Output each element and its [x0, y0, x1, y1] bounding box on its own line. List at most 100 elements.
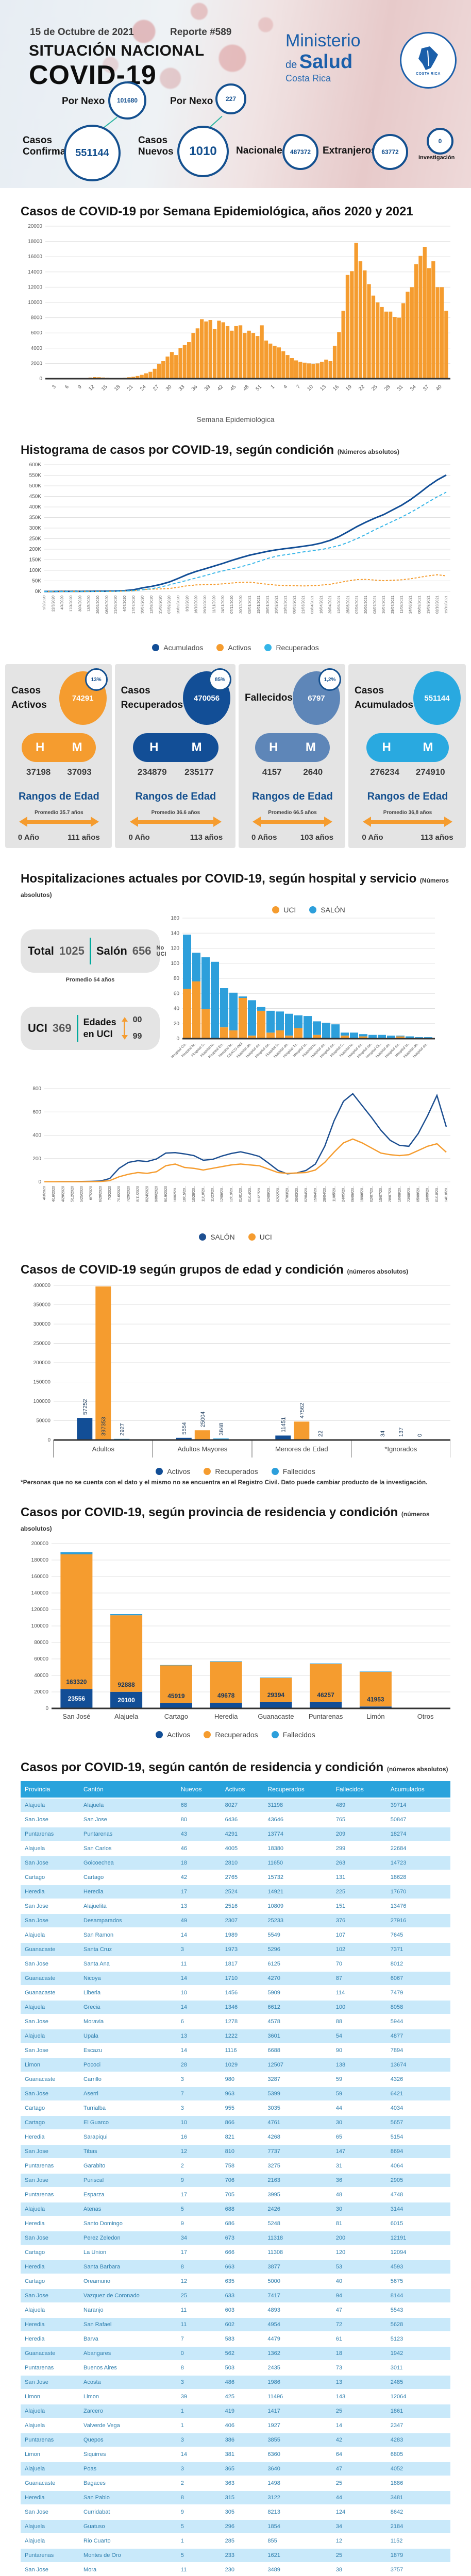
svg-text:51: 51 [255, 384, 263, 392]
svg-text:34: 34 [380, 1431, 386, 1437]
table-row: Puntarenas Montes de Oro 5 233 1621 25 1879 [21, 2549, 450, 2562]
svg-text:15/01/2021: 15/01/2021 [257, 596, 261, 614]
report-header: 15 de Octubre de 2021 Reporte #589 SITUA… [0, 0, 471, 188]
svg-text:400: 400 [32, 1133, 41, 1139]
table-row: San Jose Vazquez de Coronado 25 633 7417 94 81… [21, 2289, 450, 2302]
svg-text:10/02/2021: 10/02/2021 [275, 596, 279, 614]
table-row: Limon Siquirres 14 381 6360 64 6805 [21, 2448, 450, 2461]
report-number: Reporte #589 [170, 27, 232, 38]
provinces-section: Casos por COVID-19, según provincia de r… [0, 1489, 471, 1744]
svg-text:6: 6 [64, 384, 70, 390]
province-legend: Activos Recuperados Fallecidos [21, 1731, 450, 1739]
svg-text:28: 28 [383, 384, 392, 392]
report-date: 15 de Octubre de 2021 [30, 27, 134, 38]
svg-text:02/09/20..: 02/09/20.. [267, 1186, 271, 1202]
column-header: Provincia [21, 1781, 80, 1798]
svg-text:Guanacaste: Guanacaste [258, 1713, 294, 1720]
svg-text:400K: 400K [29, 504, 42, 510]
svg-text:137: 137 [398, 1428, 405, 1437]
svg-text:16: 16 [332, 384, 340, 392]
svg-text:1: 1 [270, 384, 276, 390]
table-row: Alajuela Naranjo 11 603 4893 47 5543 [21, 2303, 450, 2317]
table-row: Alajuela Guatuso 5 296 1854 34 2184 [21, 2520, 450, 2533]
svg-text:03/04/2021: 03/04/2021 [311, 596, 314, 614]
svg-text:0: 0 [176, 1036, 179, 1042]
svg-text:15/04/20..: 15/04/20.. [314, 1186, 317, 1202]
svg-text:4/4/2020: 4/4/2020 [61, 596, 64, 609]
legend-dot-icon [156, 1468, 163, 1475]
svg-text:15/07/20..: 15/07/20.. [379, 1186, 383, 1202]
svg-text:40: 40 [174, 1006, 180, 1012]
age-grouped-bar-chart: 0 50000 100000 150000 200000 250000 300000 3500… [21, 1282, 451, 1462]
svg-text:01/10/20..: 01/10/20.. [435, 1186, 439, 1202]
svg-text:10/28/20..: 10/28/20.. [192, 1186, 196, 1202]
svg-text:11/11/2020: 11/11/2020 [212, 596, 216, 613]
table-row: San Jose Moravia 6 1278 4578 88 5944 [21, 2015, 450, 2028]
cumulative-line-chart: 0K 50K 100K 150K 200K 250K 300K 350K 400K 450K 500… [21, 462, 450, 638]
table-row: Guanacaste Bagaces 2 363 1498 25 1886 [21, 2477, 450, 2490]
svg-text:600: 600 [32, 1109, 41, 1115]
svg-text:50000: 50000 [36, 1418, 51, 1424]
svg-text:9/06/2020: 9/06/2020 [155, 1186, 159, 1202]
svg-text:21/06/2020: 21/06/2020 [114, 596, 118, 614]
legend-dot-icon [152, 644, 160, 651]
age-range-arrow [252, 817, 333, 827]
svg-text:9: 9 [77, 384, 83, 390]
table-row: Heredia San Pablo 8 315 3122 44 3481 [21, 2491, 450, 2504]
provinces-title: Casos por COVID-19, según provincia de r… [21, 1505, 430, 1532]
uci-pill: UCI 369 Edades en UCI 00 99 [21, 1007, 160, 1050]
table-row: Cartago La Union 17 666 11308 120 12094 [21, 2246, 450, 2259]
table-row: San Jose Escazu 14 1116 6688 90 7894 [21, 2044, 450, 2057]
svg-text:28/04/20..: 28/04/20.. [323, 1186, 327, 1202]
promedio-label: Promedio 36,8 años [383, 810, 432, 816]
table-row: San Jose Perez Zeledon 34 673 11318 200 12191 [21, 2231, 450, 2245]
svg-text:5/12/2020: 5/12/2020 [71, 1186, 74, 1202]
svg-text:15/10/2021: 15/10/2021 [445, 596, 448, 614]
svg-text:20/12/2020: 20/12/2020 [239, 596, 243, 614]
svg-text:20/03/20..: 20/03/20.. [295, 1186, 299, 1202]
svg-text:24/05/20..: 24/05/20.. [342, 1186, 346, 1202]
column-header: Fallecidos [331, 1781, 386, 1798]
svg-text:13: 13 [319, 384, 327, 392]
table-row: Puntarenas Puntarenas 43 4291 13774 209 18274 [21, 1827, 450, 1841]
svg-text:10/08/20..: 10/08/20.. [398, 1186, 401, 1202]
table-row: Heredia Heredia 17 2524 14921 225 17670 [21, 1885, 450, 1899]
svg-text:29394: 29394 [267, 1691, 285, 1699]
card-title: Casos Recuperados [121, 685, 183, 711]
sex-values: 276234 274910 [370, 767, 445, 777]
svg-text:23/08/20..: 23/08/20.. [407, 1186, 411, 1202]
svg-text:100K: 100K [29, 568, 42, 573]
legend-item: Recuperados [204, 1467, 258, 1476]
svg-text:80000: 80000 [34, 1640, 48, 1646]
legend-item: Fallecidos [271, 1467, 315, 1476]
table-row: San Jose Puriscal 9 706 2163 36 2905 [21, 2174, 450, 2187]
svg-text:160000: 160000 [31, 1574, 49, 1580]
canton-table: Provincia Cantón Nuevos Activos Recuperados F… [21, 1780, 450, 2576]
cumulative-legend: Acumulados Activos Recuperados [21, 643, 450, 652]
svg-text:07/09/2020: 07/09/2020 [168, 596, 172, 614]
legend-item: Recuperados [204, 1731, 258, 1739]
table-row: Guanacaste Nicoya 14 1710 4270 87 6067 [21, 1972, 450, 1985]
svg-text:20000: 20000 [28, 224, 42, 229]
svg-text:200000: 200000 [33, 1360, 51, 1366]
svg-text:11/10/20..: 11/10/20.. [201, 1186, 205, 1202]
table-row: Puntarenas Garabito 2 758 3275 31 4064 [21, 2159, 450, 2173]
svg-text:400000: 400000 [33, 1283, 51, 1289]
svg-text:22: 22 [358, 384, 366, 392]
svg-text:8/24/2020: 8/24/2020 [146, 1186, 149, 1202]
ranges-label: Rangos de Edad [135, 791, 216, 802]
table-row: San Jose Santa Ana 11 1817 6125 70 8012 [21, 1957, 450, 1971]
age-footnote: *Personas que no se cuenta con el dato y… [21, 1479, 428, 1486]
svg-text:Puntarenas: Puntarenas [309, 1713, 343, 1720]
ministerio-logo: Ministerio de Salud Costa Rica [285, 31, 361, 83]
svg-text:4/3/2020: 4/3/2020 [43, 1186, 46, 1200]
svg-text:0: 0 [39, 376, 42, 382]
ranges-label: Rangos de Edad [18, 791, 99, 802]
svg-text:450K: 450K [29, 494, 42, 500]
hospital-stacked-bar-chart: 0 20 40 60 80 100 120 140 160 Hospital Ca.. Hospit… [167, 915, 450, 1078]
svg-text:26/05/2020: 26/05/2020 [96, 596, 100, 614]
por-nexo-1-label: Por Nexo [62, 96, 105, 107]
legend-dot-icon [309, 906, 317, 913]
svg-text:01/27/20..: 01/27/20.. [258, 1186, 261, 1202]
